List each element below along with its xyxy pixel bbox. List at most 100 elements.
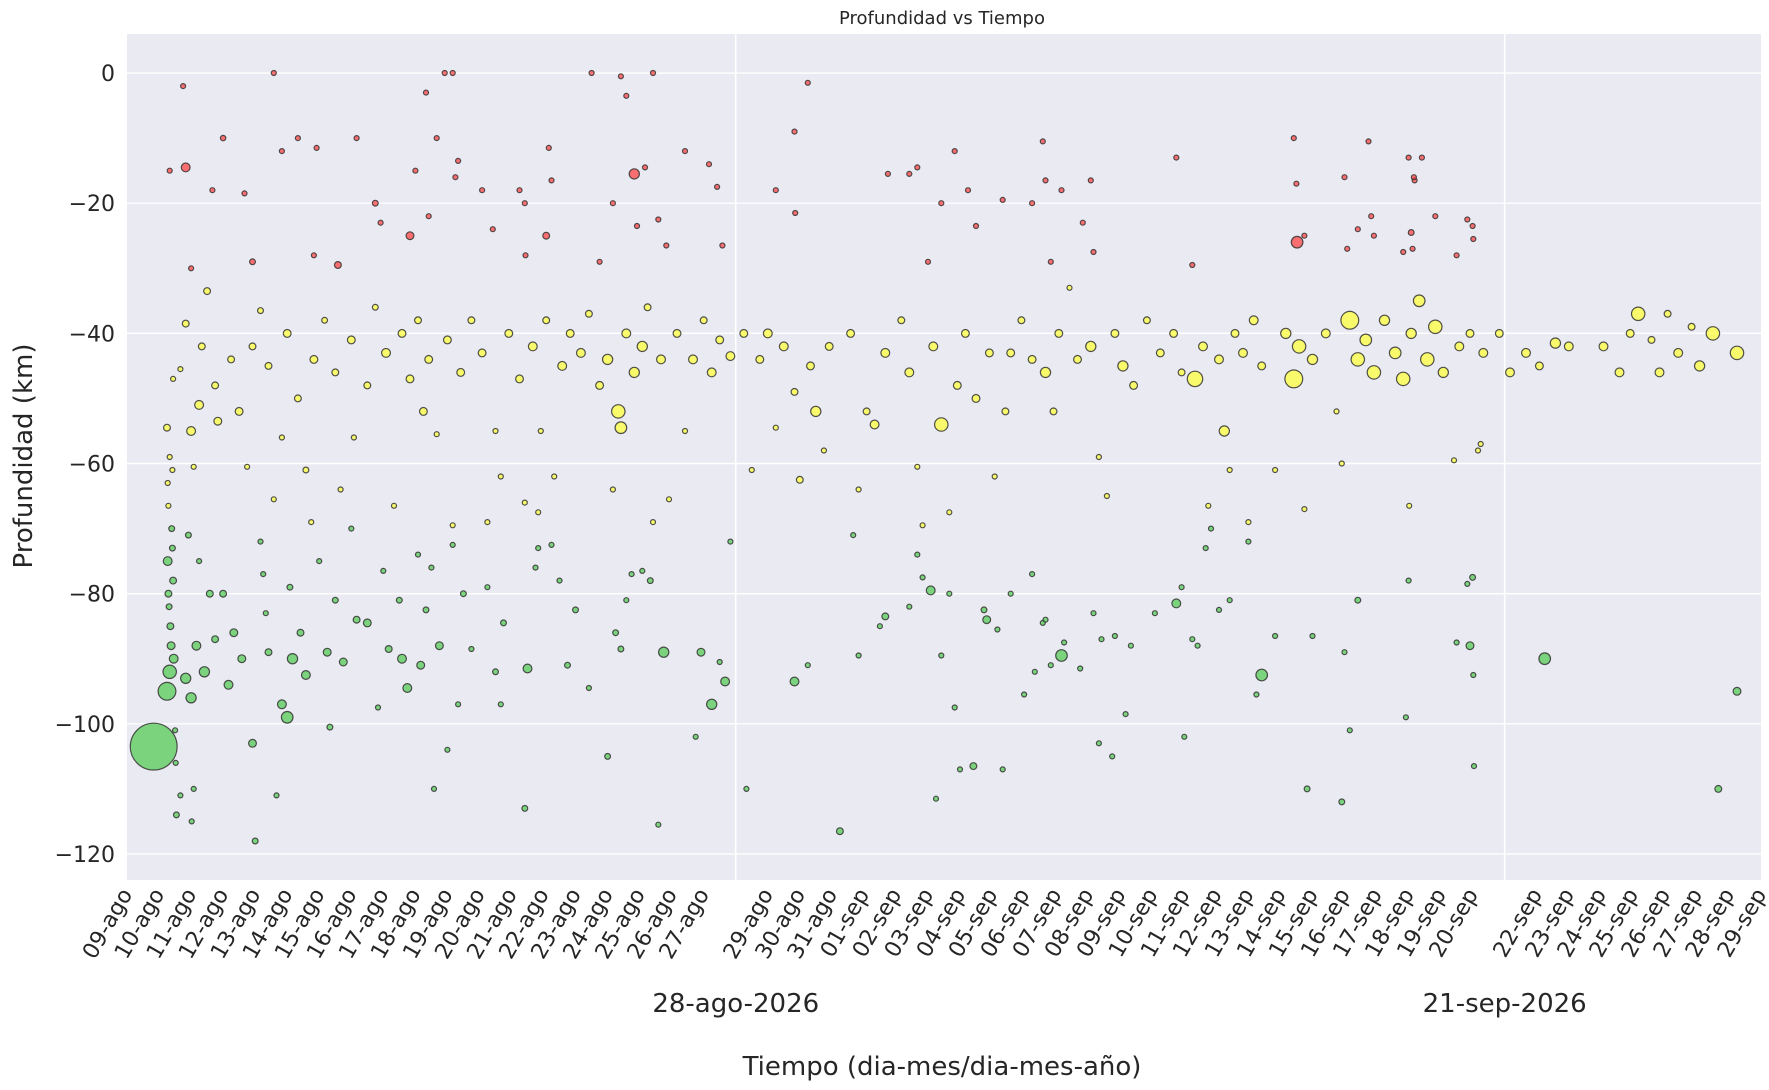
- intermediate-point: [227, 355, 236, 364]
- deep-point: [348, 525, 355, 532]
- deep-point: [338, 657, 348, 667]
- deep-point: [185, 692, 197, 704]
- deep-point: [646, 577, 654, 585]
- intermediate-point: [1454, 341, 1465, 352]
- intermediate-point: [484, 518, 491, 526]
- deep-point: [177, 792, 184, 799]
- deep-point: [639, 567, 646, 575]
- deep-point: [1090, 610, 1097, 617]
- deep-point: [374, 704, 382, 711]
- intermediate-point: [278, 434, 285, 441]
- deep-point: [628, 570, 635, 578]
- intermediate-point: [302, 466, 310, 474]
- intermediate-point: [497, 473, 504, 480]
- deep-point: [522, 663, 533, 674]
- shallow-point: [209, 187, 216, 194]
- deep-point: [1181, 733, 1188, 740]
- shallow-point: [455, 157, 462, 164]
- intermediate-point: [869, 419, 880, 430]
- intermediate-point: [655, 354, 666, 365]
- deep-point: [280, 710, 294, 724]
- deep-point: [331, 596, 339, 604]
- shallow-point: [412, 167, 419, 174]
- intermediate-point: [1359, 333, 1373, 347]
- shallow-point: [489, 226, 496, 233]
- y-tick-label: −80: [69, 583, 115, 608]
- deep-point: [300, 669, 311, 680]
- intermediate-point: [390, 502, 398, 509]
- plot-background: [127, 34, 1761, 880]
- scatter-points: [129, 69, 1745, 845]
- intermediate-point: [1598, 341, 1609, 352]
- shallow-point: [449, 69, 456, 77]
- intermediate-point: [762, 328, 773, 339]
- shallow-point: [623, 92, 630, 99]
- deep-point: [166, 641, 176, 651]
- intermediate-point: [527, 341, 538, 352]
- deep-point: [166, 622, 175, 631]
- intermediate-point: [169, 466, 176, 474]
- deep-point: [1189, 636, 1196, 643]
- intermediate-point: [321, 316, 329, 324]
- deep-point: [223, 679, 234, 690]
- intermediate-point: [504, 328, 514, 338]
- intermediate-point: [1226, 466, 1233, 474]
- deep-point: [362, 618, 372, 628]
- intermediate-point: [1248, 315, 1259, 326]
- shallow-point: [521, 200, 528, 207]
- intermediate-point: [1049, 407, 1058, 416]
- deep-point: [925, 585, 936, 596]
- intermediate-point: [1705, 326, 1721, 341]
- shallow-point: [241, 190, 248, 197]
- intermediate-point: [1237, 347, 1248, 358]
- shallow-point: [633, 222, 641, 230]
- deep-point: [521, 804, 529, 812]
- shallow-point: [1464, 216, 1471, 223]
- shallow-point: [791, 128, 798, 135]
- deep-point: [497, 701, 504, 708]
- deep-point: [380, 567, 387, 575]
- deep-point: [585, 684, 593, 692]
- intermediate-point: [257, 307, 265, 315]
- shallow-point: [1058, 187, 1065, 194]
- deep-point: [696, 647, 706, 657]
- shallow-point: [545, 144, 552, 151]
- shallow-point: [1410, 174, 1418, 181]
- deep-point: [168, 544, 176, 552]
- deep-point: [1338, 798, 1346, 806]
- intermediate-point: [405, 374, 415, 384]
- deep-point: [264, 648, 273, 657]
- shallow-point: [705, 161, 713, 168]
- shallow-point: [422, 89, 430, 96]
- intermediate-point: [933, 417, 949, 432]
- intermediate-point: [755, 354, 765, 364]
- deep-point: [1714, 784, 1723, 793]
- intermediate-point: [810, 405, 822, 418]
- intermediate-point: [855, 486, 862, 493]
- deep-point: [1255, 668, 1269, 682]
- deep-point: [1202, 544, 1209, 552]
- shallow-point: [270, 69, 277, 77]
- deep-point: [455, 701, 462, 708]
- intermediate-point: [163, 423, 172, 432]
- intermediate-point: [331, 368, 340, 377]
- intermediate-point: [1218, 425, 1231, 437]
- deep-point: [1469, 573, 1477, 581]
- deep-point: [205, 589, 214, 598]
- shallow-point: [641, 164, 649, 171]
- deep-point: [459, 590, 467, 598]
- shallow-point: [1344, 245, 1351, 252]
- intermediate-point: [1663, 309, 1672, 318]
- deep-point: [919, 574, 926, 581]
- intermediate-point: [264, 361, 273, 370]
- deep-point: [211, 635, 220, 644]
- intermediate-point: [897, 316, 906, 325]
- intermediate-point: [1420, 352, 1435, 367]
- deep-point: [492, 668, 500, 676]
- deep-point: [604, 752, 612, 760]
- deep-point: [434, 641, 444, 651]
- shallow-point: [617, 73, 625, 80]
- shallow-point: [609, 200, 617, 207]
- intermediate-point: [946, 509, 953, 516]
- intermediate-point: [381, 347, 392, 358]
